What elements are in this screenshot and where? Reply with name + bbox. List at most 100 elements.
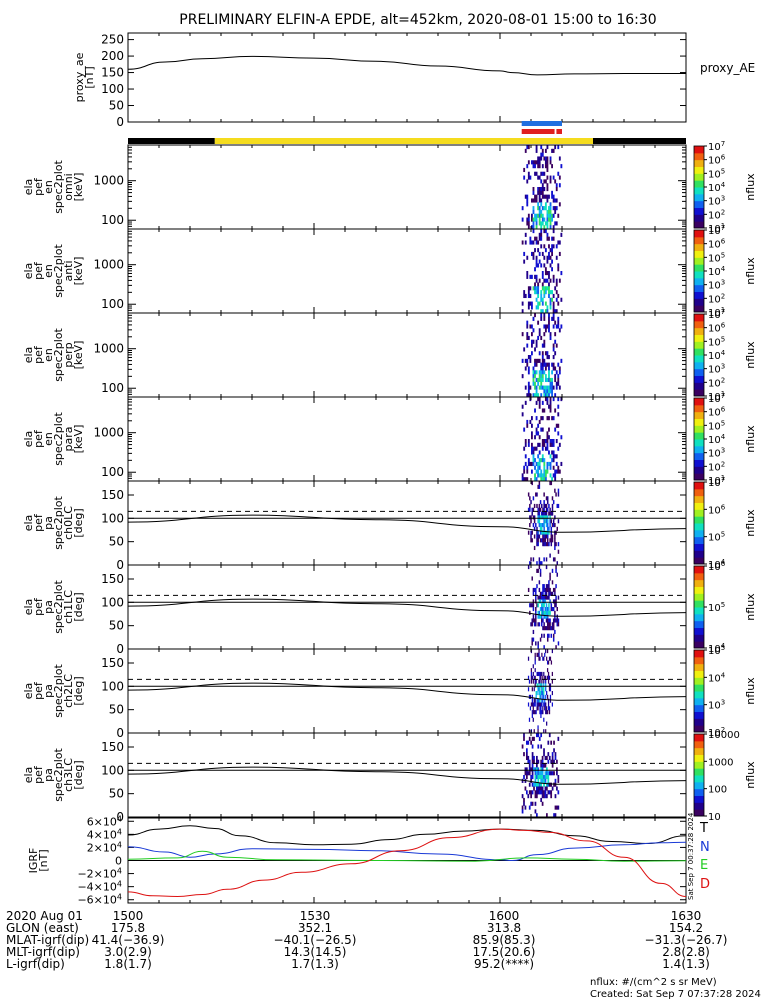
heatmap-cell [548,286,550,291]
colorbar-cell [694,612,704,615]
heatmap-cell [552,355,555,360]
colorbar-cell [694,594,704,597]
heatmap-cell [537,423,540,428]
heatmap-cell [554,515,556,520]
heatmap-cell [529,515,531,520]
heatmap-cell [531,790,534,795]
heatmap-cell [521,240,524,245]
heatmap-cell [538,599,541,604]
heatmap-cell [536,790,538,795]
heatmap-cell [523,427,526,432]
heatmap-cell [536,538,538,543]
heatmap-cell [544,439,547,444]
xaxis-row-value: 17.5(20.6) [473,945,536,959]
panel-ch3LC-ylabel: elapefpaspec2plotch3LC[deg] [22,748,85,802]
heatmap-cell [551,217,553,222]
heatmap-cell [527,301,530,306]
heatmap-cell [539,561,542,566]
heatmap-cell [534,679,536,684]
heatmap-cell [552,148,555,153]
colorbar-cell [694,287,704,290]
heatmap-cell [543,614,545,619]
colorbar-cell [694,454,704,456]
heatmap-cell [532,523,535,528]
heatmap-cell [541,671,543,677]
side-stamp: Sat Sep 7 00:37:28 2024 [687,812,695,900]
proxy-ae-line [127,55,686,76]
heatmap-cell [554,477,557,482]
heatmap-cell [530,668,533,673]
colorbar-cell [694,182,704,185]
igrf-series-N [127,841,687,862]
colorbar-cell [694,579,704,582]
heatmap-cell [542,591,544,596]
heatmap-cell [536,786,538,791]
heatmap-cell [544,538,547,543]
heatmap-cell [523,446,526,451]
heatmap-cell [535,259,538,264]
heatmap-cell [536,503,538,509]
heatmap-cell [540,225,543,230]
heatmap-cell [543,691,545,696]
heatmap-cell [533,698,535,703]
colorbar-cell [694,551,704,554]
heatmap-cell [542,530,544,535]
heatmap-cell [546,156,549,161]
heatmap-cell [529,355,532,360]
heatmap-cell [552,274,555,279]
heatmap-cell [547,679,550,684]
heatmap-cell [534,164,536,169]
colorbar-cell [694,527,704,529]
heatmap-cell [531,759,534,764]
heatmap-cell [537,702,539,707]
heatmap-cell [555,198,558,203]
heatmap-cell [555,423,558,428]
heatmap-cell [540,293,543,299]
heatmap-cell [537,431,540,436]
heatmap-cell [543,465,546,470]
heatmap-cell [546,515,549,520]
heatmap-cell [528,790,531,795]
heatmap-cell [534,660,536,665]
heatmap-cell [535,710,537,715]
heatmap-cell [549,507,551,512]
colorbar-cell [694,671,704,674]
heatmap-cell [549,255,552,260]
heatmap-cell [546,232,549,237]
colorbar-cell [694,750,704,753]
heatmap-cell [556,786,558,791]
heatmap-cell [549,694,552,699]
heatmap-cell [536,775,538,780]
heatmap-cell [540,473,543,478]
panel-ch2LC-xticks [127,649,687,733]
heatmap-cell [544,351,547,356]
heatmap-cell [551,511,554,516]
heatmap-cell [542,610,544,615]
heatmap-cell [548,355,550,360]
heatmap-cell [546,431,549,436]
heatmap-cell [532,221,535,226]
heatmap-cell [527,530,530,535]
heatmap-cell [546,694,549,699]
heatmap-cell [545,591,548,596]
heatmap-cell [548,530,550,535]
panel-anti-frame [127,228,687,314]
heatmap-cell [551,671,553,677]
heatmap-cell [539,687,541,692]
heatmap-cell [527,305,530,310]
colorbar-cell [694,458,704,460]
heatmap-cell [548,706,551,711]
heatmap-cell [526,362,529,367]
heatmap-cell [534,358,536,363]
colorbar-cell [694,678,704,681]
heatmap-cell [552,465,555,470]
heatmap-cell [547,778,550,783]
heatmap-cell [541,618,543,623]
heatmap-cell [560,271,563,276]
heatmap-cell [546,794,548,799]
heatmap-cell [540,713,542,719]
heatmap-cell [539,691,541,696]
colorbar-cell [694,707,704,710]
heatmap-cell [537,164,540,169]
